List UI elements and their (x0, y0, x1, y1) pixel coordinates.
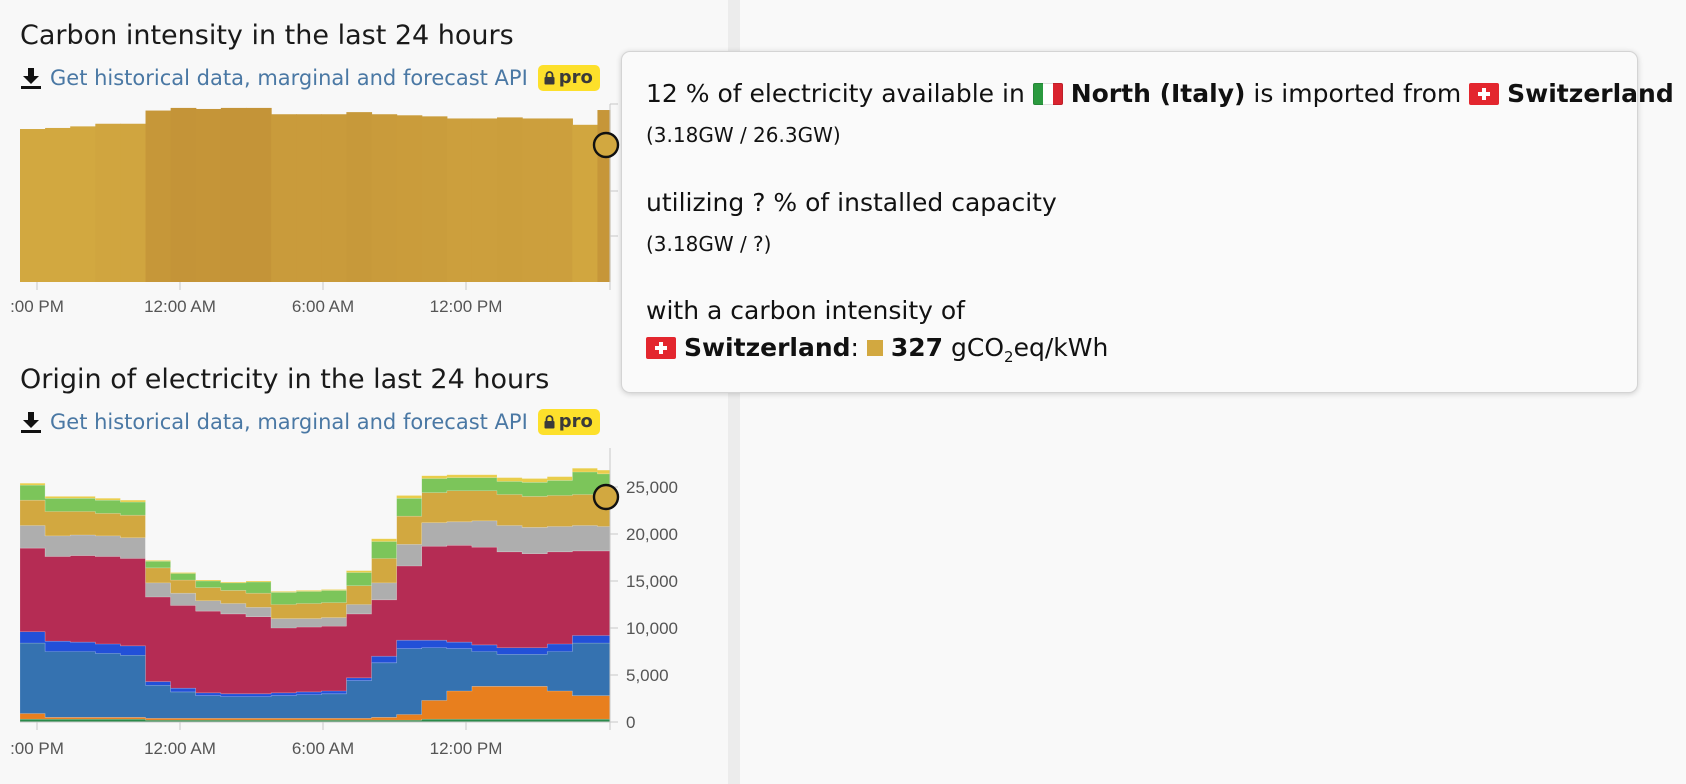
tooltip-ratio: (3.18GW / 26.3GW) (646, 123, 841, 147)
pro-badge: pro (537, 409, 600, 435)
x-tick-label: :00 PM (10, 297, 64, 316)
carbon-area-segment (471, 118, 498, 282)
carbon-area-segment (346, 112, 373, 282)
tooltip-from-name: Switzerland (1507, 79, 1674, 108)
y-tick-label: 25,000 (626, 478, 678, 497)
carbon-area-segment (321, 114, 347, 283)
tooltip-carbon-zone: Switzerland (683, 333, 851, 362)
carbon-area-segment (95, 123, 122, 282)
x-tick-label: 12:00 AM (144, 297, 216, 316)
x-tick-label: 12:00 PM (430, 297, 503, 316)
tooltip-utilization: utilizing ? % of installed capacity (646, 188, 1057, 217)
carbon-area-segment (271, 114, 297, 283)
pro-label: pro (558, 67, 593, 88)
carbon-area-segment (572, 124, 599, 282)
carbon-api-row[interactable]: Get historical data, marginal and foreca… (20, 63, 600, 93)
origin-electricity-chart[interactable]: 25,000 20,000 15,000 10,000 5,000 0 :00 PM 12:0… (0, 440, 700, 770)
x-tick-label: 6:00 AM (292, 297, 354, 316)
carbon-area-segment (120, 123, 147, 282)
tooltip-carbon-line: Switzerland: 327 gCO2eq/kWh (646, 333, 1109, 366)
tooltip-text: is imported from (1253, 79, 1462, 108)
lock-icon (544, 414, 555, 428)
carbon-area-segment (522, 118, 548, 282)
carbon-area-segment (20, 129, 46, 282)
carbon-area-segment (371, 114, 398, 283)
api-link[interactable]: Get historical data, marginal and foreca… (50, 410, 528, 434)
y-tick-label: 15,000 (626, 572, 678, 591)
carbon-area-segment (446, 118, 473, 282)
tooltip-text: 12 % of electricity available in (646, 79, 1025, 108)
carbon-area-segment (245, 107, 272, 282)
carbon-area-segment (497, 117, 523, 282)
carbon-area-segment (296, 114, 322, 283)
pro-badge: pro (537, 65, 600, 91)
download-icon (21, 412, 41, 433)
y-tick-label: 10,000 (626, 619, 678, 638)
y-tick-label: 5,000 (626, 666, 669, 685)
x-tick-label: 6:00 AM (292, 739, 354, 758)
left-panel: Carbon intensity in the last 24 hours Ge… (0, 0, 728, 784)
y-tick-label: 20,000 (626, 525, 678, 544)
x-tick-label: 12:00 AM (144, 739, 216, 758)
x-tick-label: 12:00 PM (430, 739, 503, 758)
hover-marker (592, 131, 620, 159)
tooltip-import-line: 12 % of electricity available in North (… (646, 79, 1674, 108)
carbon-area-segment (220, 107, 247, 282)
origin-api-row[interactable]: Get historical data, marginal and foreca… (20, 407, 600, 437)
tooltip-util-ratio: (3.18GW / ?) (646, 232, 772, 256)
carbon-area-segment (547, 118, 573, 282)
carbon-area-segment (396, 115, 423, 282)
italy-flag-icon (1032, 83, 1063, 105)
carbon-area-segment (421, 116, 448, 282)
switzerland-flag-icon (646, 337, 676, 359)
carbon-section-title: Carbon intensity in the last 24 hours (20, 20, 514, 51)
y-tick-label: 0 (626, 713, 635, 732)
carbon-intensity-chart[interactable]: :00 PM 12:00 AM 6:00 AM 12:00 PM (0, 96, 700, 328)
api-link[interactable]: Get historical data, marginal and foreca… (50, 66, 528, 90)
pro-label: pro (558, 411, 593, 432)
lock-icon (544, 70, 555, 84)
carbon-area-segment (145, 110, 172, 283)
carbon-area-segment (170, 107, 197, 282)
carbon-area-segment (45, 127, 71, 283)
origin-section-title: Origin of electricity in the last 24 hou… (20, 364, 550, 395)
tooltip-carbon-intro: with a carbon intensity of (646, 296, 965, 325)
download-icon (21, 68, 41, 89)
tooltip-carbon-value: 327 (890, 333, 944, 362)
carbon-area-segment (195, 108, 222, 283)
hover-marker (592, 483, 620, 511)
carbon-area-segment (70, 126, 96, 282)
carbon-color-swatch (866, 340, 883, 356)
carbon-unit: gCO2eq/kWh (951, 333, 1109, 366)
x-tick-label: :00 PM (10, 739, 64, 758)
exchange-tooltip: 12 % of electricity available in North (… (621, 51, 1674, 393)
tooltip-zone-name: North (Italy) (1070, 79, 1246, 108)
switzerland-flag-icon (1469, 83, 1500, 105)
